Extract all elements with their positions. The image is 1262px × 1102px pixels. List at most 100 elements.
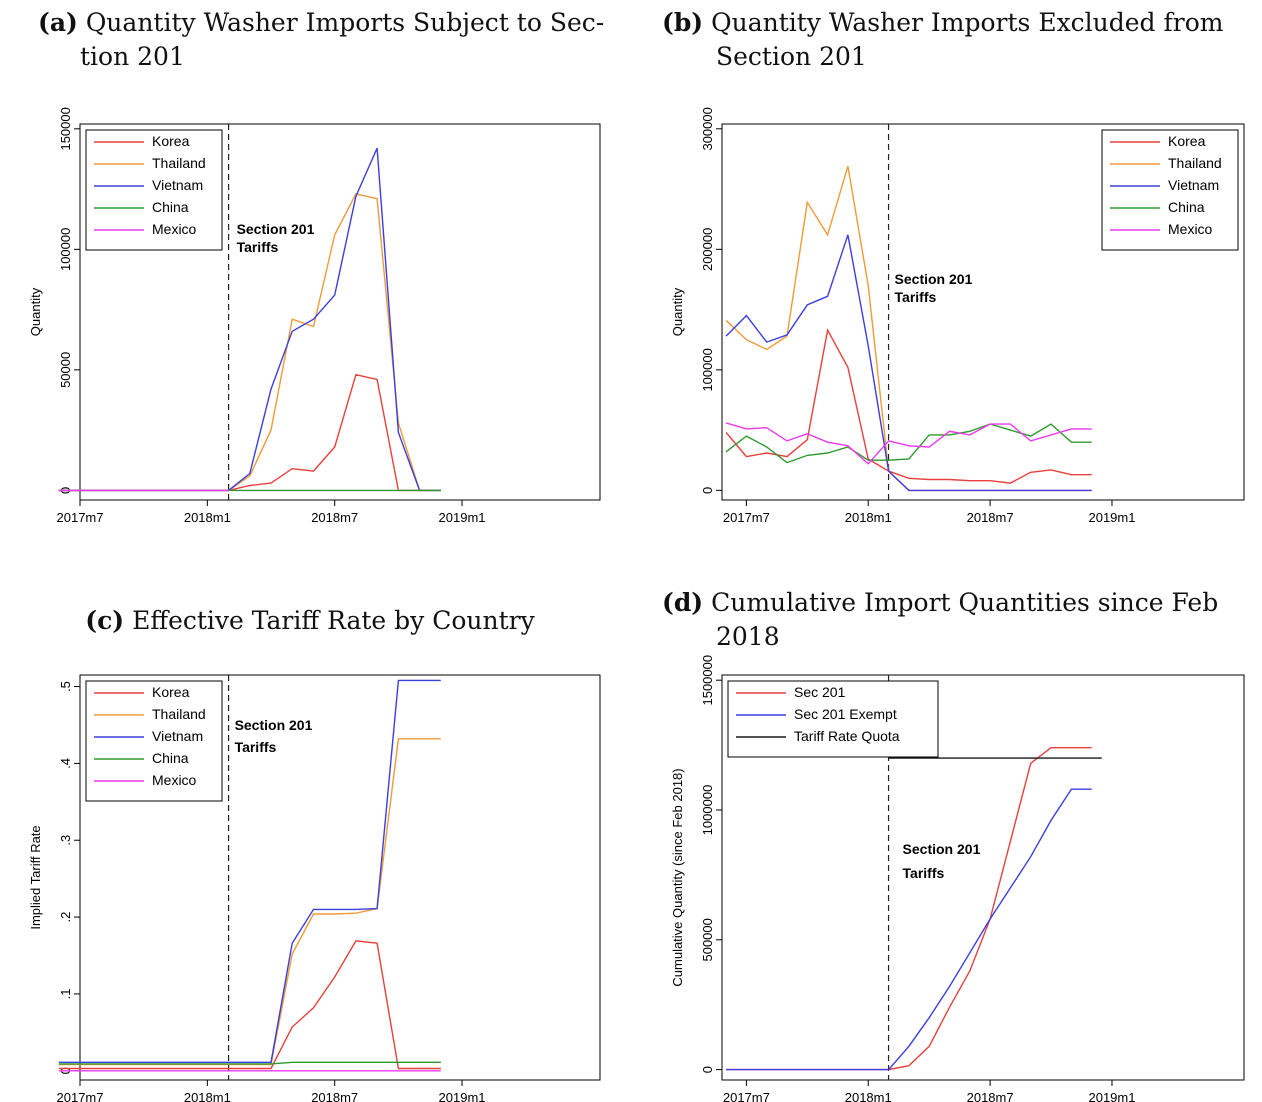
caption-tag: (b) (662, 8, 704, 37)
y-tick-label: 500000 (700, 918, 715, 961)
legend-label: Mexico (152, 772, 197, 788)
x-tick-label: 2018m7 (967, 1090, 1014, 1102)
plot-frame (79, 123, 601, 501)
caption-tag: (d) (662, 588, 704, 617)
y-tick-label: 0 (700, 1066, 715, 1073)
panel-c: (c) Effective Tariff Rate by Country (0, 604, 620, 638)
plot-frame (79, 674, 601, 1081)
y-tick-label: .2 (58, 912, 73, 923)
caption-tag: (c) (85, 606, 125, 635)
legend-label: Korea (152, 684, 190, 700)
y-tick-label: 50000 (58, 352, 73, 388)
y-tick-label: 1500000 (700, 655, 715, 706)
series-line-korea (58, 940, 441, 1070)
chart-d: 0 500000 1000000 1500000 Cumulative Quantity… (670, 655, 1245, 1102)
tariff-vline-label: Section 201 (235, 717, 313, 733)
caption-c: (c) Effective Tariff Rate by Country (0, 604, 620, 638)
tariff-vline-label: Tariffs (903, 865, 945, 881)
legend-label: Mexico (1168, 221, 1213, 237)
y-axis-title: Quantity (28, 287, 43, 336)
x-tick-label: 2018m7 (311, 510, 358, 525)
x-tick-label: 2017m7 (57, 1090, 104, 1102)
caption-line-1: Quantity Washer Imports Excluded from (711, 8, 1224, 37)
legend-label: Korea (152, 133, 190, 149)
caption-d: (d) Cumulative Import Quantities since F… (662, 586, 1262, 654)
x-tick-label: 2018m7 (311, 1090, 358, 1102)
y-axis-title: Quantity (670, 287, 685, 336)
plot-frame (721, 123, 1245, 501)
legend-label: Sec 201 Exempt (794, 706, 897, 722)
y-axis-title: Implied Tariff Rate (28, 825, 43, 929)
y-tick-label: 300000 (700, 107, 715, 150)
series-line-vietnam (725, 234, 1092, 492)
tariff-vline-label: Section 201 (237, 221, 315, 237)
legend-label: China (1168, 199, 1205, 215)
legend-label: Vietnam (152, 177, 203, 193)
legend-label: Thailand (152, 155, 206, 171)
y-tick-label: .4 (58, 758, 73, 769)
x-tick-label: 2019m1 (1088, 1090, 1135, 1102)
series-line-thailand (725, 166, 1092, 492)
x-tick-label: 2019m1 (1088, 510, 1135, 525)
series-line-vietnam (58, 679, 441, 1063)
caption-line-1: Cumulative Import Quantities since Feb (711, 588, 1219, 617)
x-tick-label: 2018m1 (845, 1090, 892, 1102)
series-line-china (58, 1061, 441, 1065)
x-tick-label: 2019m1 (439, 510, 486, 525)
x-tick-label: 2018m1 (184, 510, 231, 525)
x-tick-label: 2018m1 (184, 1090, 231, 1102)
x-tick-label: 2017m7 (57, 510, 104, 525)
y-tick-label: .3 (58, 835, 73, 846)
plot-frame (721, 674, 1245, 1081)
y-tick-label: 0 (700, 487, 715, 494)
legend-label: Tariff Rate Quota (794, 728, 900, 744)
y-axis-title: Cumulative Quantity (since Feb 2018) (670, 768, 685, 986)
series-line-china (725, 423, 1092, 464)
series-line-korea (725, 328, 1092, 484)
y-tick-label: .5 (58, 681, 73, 692)
legend-label: Korea (1168, 133, 1206, 149)
legend-label: Mexico (152, 221, 197, 237)
y-tick-label: 1000000 (700, 785, 715, 836)
x-tick-label: 2017m7 (723, 1090, 770, 1102)
legend-label: Sec 201 (794, 684, 846, 700)
x-tick-label: 2017m7 (723, 510, 770, 525)
tariff-vline-label: Section 201 (895, 271, 973, 287)
caption-line-2: 2018 (716, 622, 780, 651)
legend-label: Vietnam (152, 728, 203, 744)
legend-label: Thailand (152, 706, 206, 722)
caption-line-2: tion 201 (80, 42, 185, 71)
series-line-sec-201-exempt (726, 788, 1092, 1071)
tariff-vline-label: Tariffs (895, 289, 937, 305)
y-tick-label: 100000 (58, 228, 73, 271)
panel-a: (a) Quantity Washer Imports Subject to S… (38, 6, 648, 74)
x-tick-label: 2019m1 (439, 1090, 486, 1102)
legend-label: Thailand (1168, 155, 1222, 171)
y-tick-label: 100000 (700, 348, 715, 391)
caption-line-1: Quantity Washer Imports Subject to Sec- (85, 8, 605, 37)
legend-label: China (152, 199, 189, 215)
caption-line-1: Effective Tariff Rate by Country (132, 606, 535, 635)
panel-b: (b) Quantity Washer Imports Excluded fro… (662, 6, 1262, 74)
caption-a: (a) Quantity Washer Imports Subject to S… (38, 6, 648, 74)
tariff-vline-label: Tariffs (235, 739, 277, 755)
y-tick-label: .1 (58, 989, 73, 1000)
tariff-vline-label: Section 201 (903, 841, 981, 857)
legend-label: China (152, 750, 189, 766)
panel-d: (d) Cumulative Import Quantities since F… (662, 586, 1262, 654)
series-line-vietnam (58, 147, 441, 492)
x-tick-label: 2018m7 (967, 510, 1014, 525)
caption-tag: (a) (38, 8, 78, 37)
tariff-vline-label: Tariffs (237, 239, 279, 255)
chart-b: 0 100000 200000 300000 Quantity 2017m7 2018m1 2… (670, 107, 1245, 525)
caption-b: (b) Quantity Washer Imports Excluded fro… (662, 6, 1262, 74)
y-tick-label: 150000 (58, 107, 73, 150)
y-tick-label: 200000 (700, 228, 715, 271)
x-tick-label: 2018m1 (845, 510, 892, 525)
legend-label: Vietnam (1168, 177, 1219, 193)
caption-line-2: Section 201 (716, 42, 867, 71)
series-line-sec-201 (726, 746, 1092, 1071)
series-line-thailand (58, 193, 441, 492)
